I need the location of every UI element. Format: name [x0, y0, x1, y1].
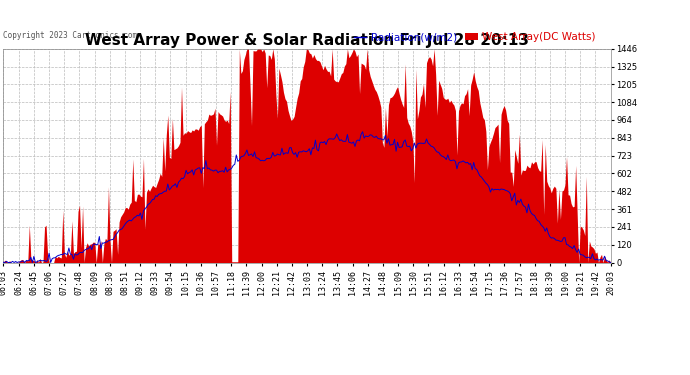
Legend: Radiation(w/m2), West Array(DC Watts): Radiation(w/m2), West Array(DC Watts): [350, 28, 600, 46]
Text: Copyright 2023 Cartronics.com: Copyright 2023 Cartronics.com: [3, 31, 137, 40]
Title: West Array Power & Solar Radiation Fri Jul 28 20:13: West Array Power & Solar Radiation Fri J…: [85, 33, 529, 48]
